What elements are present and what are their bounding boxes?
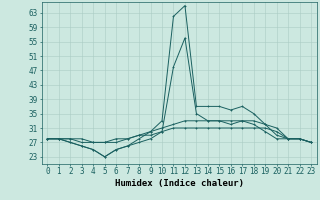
X-axis label: Humidex (Indice chaleur): Humidex (Indice chaleur) xyxy=(115,179,244,188)
